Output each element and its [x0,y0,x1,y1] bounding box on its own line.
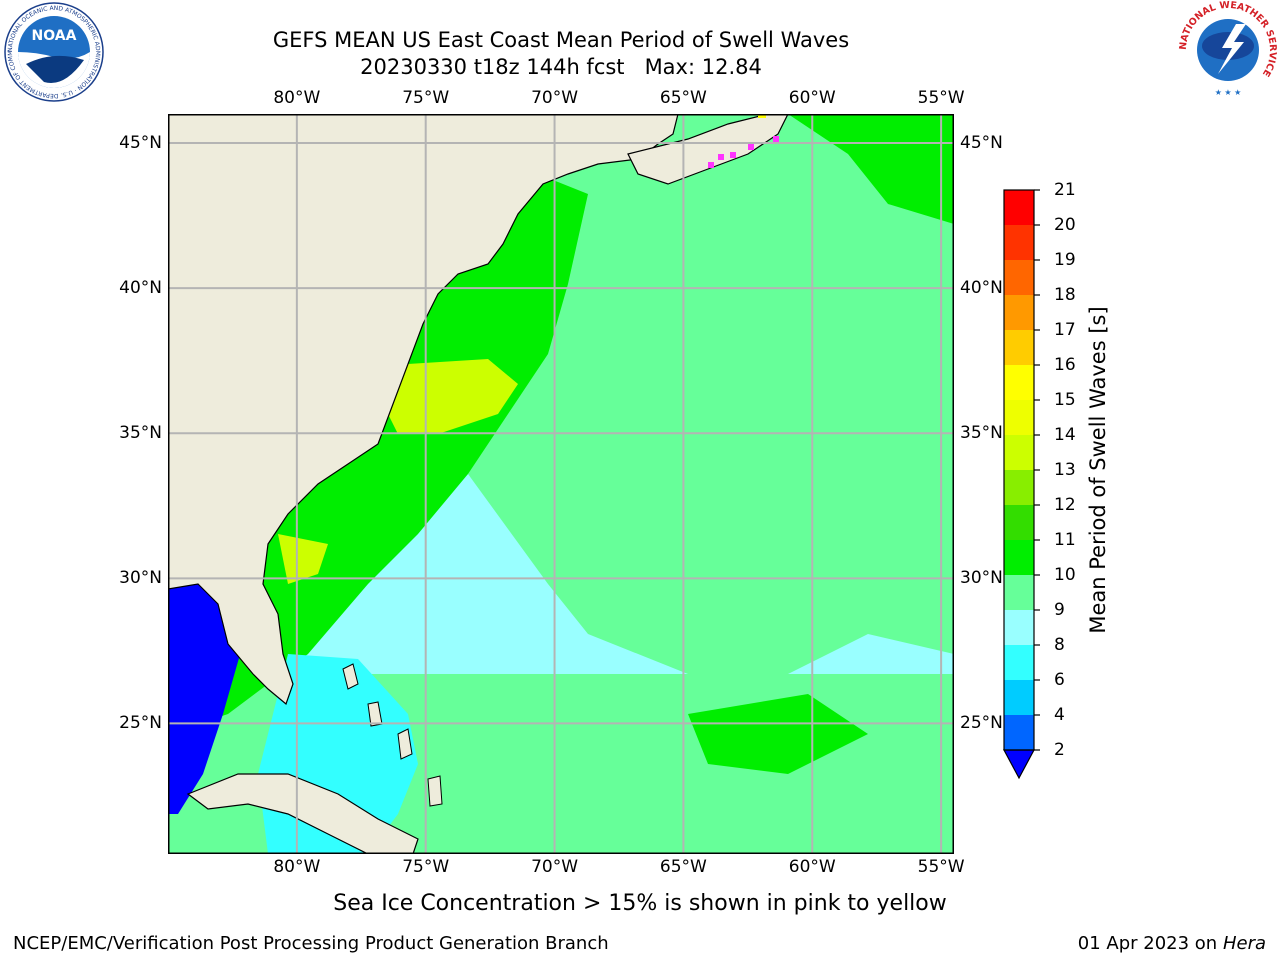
swell-field-12s-patch [278,359,518,584]
colorbar-segment [1004,190,1034,225]
nova-scotia-land [627,114,789,185]
colorbar-segment [1004,365,1034,400]
colorbar-segment [1004,295,1034,330]
lon-label-top: 80°W [273,88,321,108]
colorbar-tick-label: 16 [1054,355,1076,375]
colorbar-tick-label: 12 [1054,495,1076,515]
lon-label-top: 55°W [917,88,965,108]
lat-label-left: 30°N [119,568,162,589]
colorbar-segment [1004,540,1034,575]
lon-label-bottom: 60°W [788,857,836,877]
lon-label-bottom: 70°W [531,857,579,877]
colorbar-segment [1004,225,1034,260]
lon-label-bottom: 80°W [273,857,321,877]
colorbar-under-extension [1002,749,1036,780]
map-panel [168,114,954,854]
colorbar-segment [1004,505,1034,540]
colorbar-tick-label: 15 [1054,390,1076,410]
lon-label-top: 65°W [659,88,707,108]
colorbar-tick-label: 18 [1054,285,1076,305]
colorbar-segment [1004,645,1034,680]
lat-label-left: 40°N [119,278,162,299]
colorbar-segment [1004,435,1034,470]
colorbar-tick-label: 17 [1054,320,1076,340]
colorbar-segment [1004,575,1034,610]
colorbar-segment [1004,715,1034,750]
colorbar-tick-label: 9 [1054,600,1065,620]
sea-ice-markers [708,114,779,168]
lat-label-left: 25°N [119,713,162,734]
colorbar-tick-label: 6 [1054,670,1065,690]
nws-logo: NATIONAL WEATHER SERVICE ★ ★ ★ [1178,0,1278,98]
colorbar-segment [1004,610,1034,645]
lon-label-bottom: 65°W [659,857,707,877]
swell-field-10s-band [168,174,588,734]
noaa-logo: NATIONAL OCEANIC AND ATMOSPHERIC ADMINIS… [4,2,104,102]
lon-label-bottom: 55°W [917,857,965,877]
map-frame [168,114,954,854]
colorbar-tick-label: 19 [1054,250,1076,270]
colorbar-tick-label: 10 [1054,565,1076,585]
colorbar [1002,189,1040,780]
colorbar-segment [1004,260,1034,295]
sea-ice-note: Sea Ice Concentration > 15% is shown in … [333,891,947,916]
swell-field-10s-east-patch [688,114,954,774]
chart-title: GEFS MEAN US East Coast Mean Period of S… [272,28,850,52]
colorbar-tick-label: 21 [1054,180,1076,200]
lon-label-top: 60°W [788,88,836,108]
lat-label-right: 45°N [960,133,1003,154]
machine-name: Hera [1222,933,1266,954]
graticule [168,114,954,854]
swell-field-very-low-period-patch [168,584,243,814]
colorbar-segment [1004,400,1034,435]
lat-label-right: 30°N [960,568,1003,589]
colorbar-title: Mean Period of Swell Waves [s] [1086,306,1110,634]
colorbar-tick-label: 8 [1054,635,1065,655]
colorbar-tick-label: 13 [1054,460,1076,480]
north-america-land [168,114,679,706]
date-stamp: 01 Apr 2023 on Hera [1078,933,1266,954]
colorbar-tick-label: 14 [1054,425,1076,445]
lat-label-left: 35°N [119,423,162,444]
lat-label-right: 25°N [960,713,1003,734]
lon-label-bottom: 75°W [402,857,450,877]
svg-text:★ ★ ★: ★ ★ ★ [1215,88,1242,97]
lon-label-top: 70°W [531,88,579,108]
colorbar-tick-label: 11 [1054,530,1076,550]
colorbar-segment [1004,680,1034,715]
svg-text:NOAA: NOAA [32,28,77,44]
colorbar-tick-label: 20 [1054,215,1076,235]
lat-label-right: 40°N [960,278,1003,299]
chart-subtitle: 20230330 t18z 144h fcst Max: 12.84 [360,55,762,79]
date-text: 01 Apr 2023 on [1077,933,1218,954]
colorbar-segment [1004,330,1034,365]
colorbar-segment [1004,470,1034,505]
lat-label-right: 35°N [960,423,1003,444]
lon-label-top: 75°W [402,88,450,108]
lat-label-left: 45°N [119,133,162,154]
colorbar-tick-label: 2 [1054,740,1065,760]
credit-text: NCEP/EMC/Verification Post Processing Pr… [13,933,609,954]
cuba-land [186,773,419,854]
colorbar-tick-label: 4 [1054,705,1065,725]
